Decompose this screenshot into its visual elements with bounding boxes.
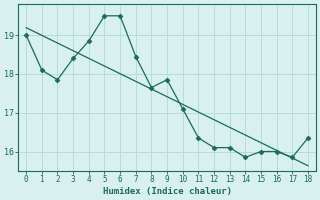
X-axis label: Humidex (Indice chaleur): Humidex (Indice chaleur) (103, 187, 232, 196)
